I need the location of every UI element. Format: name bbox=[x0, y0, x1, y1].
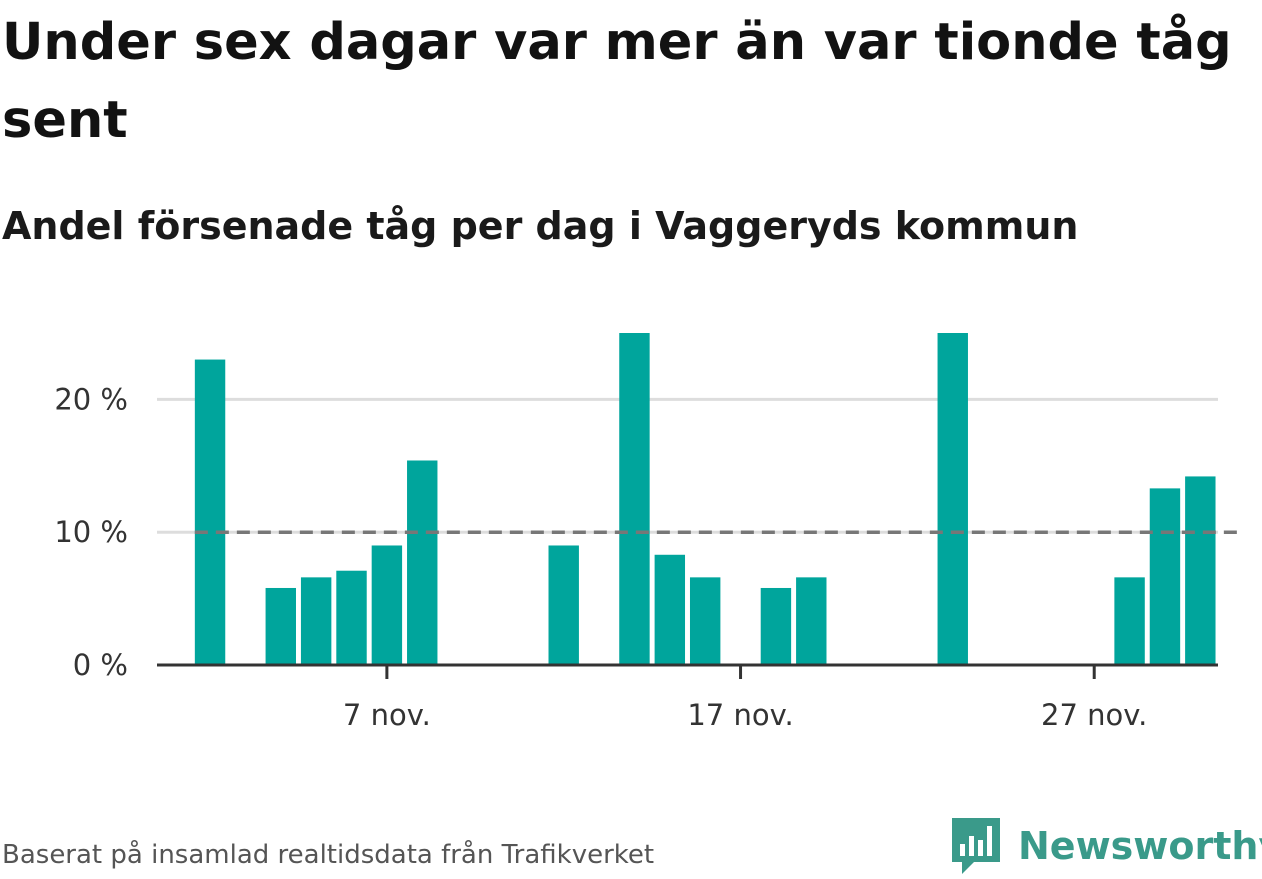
bar bbox=[619, 333, 650, 665]
brand-logo: Newsworthy bbox=[950, 816, 1262, 876]
y-tick-label: 0 % bbox=[73, 648, 128, 682]
bar bbox=[937, 333, 968, 665]
bar bbox=[689, 577, 721, 665]
bar bbox=[548, 545, 579, 665]
source-note: Baserat på insamlad realtidsdata från Tr… bbox=[2, 840, 655, 870]
bar bbox=[1149, 488, 1181, 665]
bar-chart: 0 % 10 % 20 % 7 nov. 17 nov. 27 nov. bbox=[54, 333, 1240, 732]
x-tick-label: 17 nov. bbox=[687, 698, 793, 732]
bar bbox=[796, 577, 827, 665]
bar bbox=[300, 577, 332, 665]
bar bbox=[654, 554, 686, 665]
bar bbox=[407, 460, 438, 665]
bar bbox=[760, 587, 792, 665]
chart-title: Under sex dagar var mer än var tionde tå… bbox=[2, 13, 1232, 150]
y-tick-label: 10 % bbox=[54, 515, 128, 549]
bar bbox=[371, 545, 403, 665]
bars bbox=[194, 333, 1216, 665]
bar bbox=[194, 359, 226, 665]
axes: 0 % 10 % 20 % 7 nov. 17 nov. 27 nov. bbox=[54, 382, 1218, 732]
x-tick-label: 27 nov. bbox=[1041, 698, 1147, 732]
bar-chart-speech-bubble-icon bbox=[952, 818, 1000, 874]
bar bbox=[265, 587, 296, 665]
chart-subtitle: Andel försenade tåg per dag i Vaggeryds … bbox=[2, 204, 1079, 248]
y-tick-label: 20 % bbox=[54, 382, 128, 416]
grid-lines bbox=[157, 397, 1218, 534]
bar bbox=[1114, 577, 1145, 665]
bar bbox=[1185, 476, 1216, 665]
x-tick-label: 7 nov. bbox=[343, 698, 431, 732]
brand-name: Newsworthy bbox=[1018, 824, 1262, 868]
bar bbox=[336, 570, 367, 665]
